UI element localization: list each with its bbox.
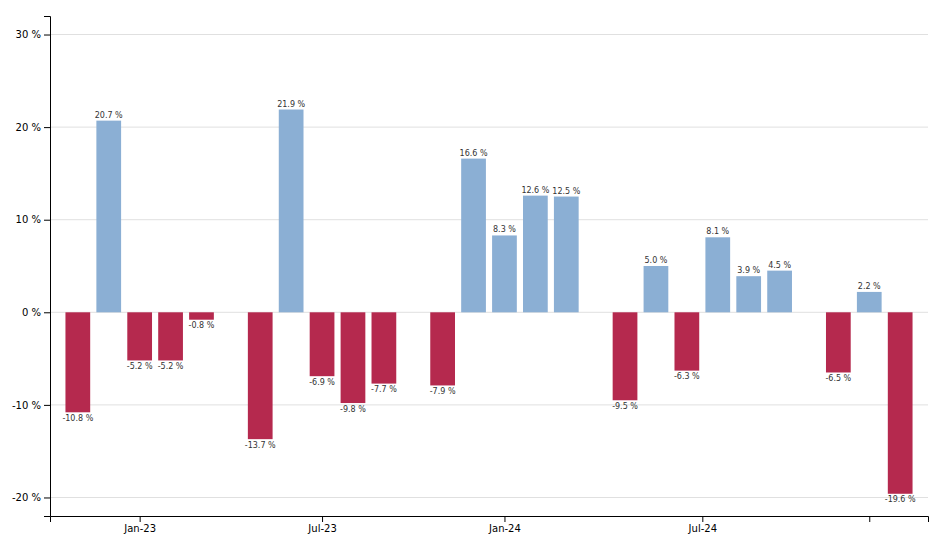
data-label: 8.3 % xyxy=(493,225,516,234)
y-tick-label: -20 % xyxy=(12,492,41,503)
bar xyxy=(767,271,792,313)
bar xyxy=(674,312,699,370)
data-label: -9.8 % xyxy=(340,405,366,414)
y-tick: 20 % xyxy=(16,122,50,133)
x-tick: Jul-23 xyxy=(307,516,336,534)
bar xyxy=(644,266,669,312)
x-tick-label: Jul-23 xyxy=(307,523,336,534)
data-label: -7.9 % xyxy=(430,387,456,396)
bar xyxy=(736,276,761,312)
data-label: 16.6 % xyxy=(460,149,488,158)
data-label: -9.5 % xyxy=(612,402,638,411)
bar xyxy=(554,197,579,313)
bar xyxy=(65,312,90,412)
x-tick: Jan-24 xyxy=(488,516,521,534)
x-tick: Jan-23 xyxy=(123,516,156,534)
data-label: 21.9 % xyxy=(277,100,305,109)
data-label: 4.5 % xyxy=(768,261,791,270)
bar xyxy=(705,237,730,312)
x-tick-mark xyxy=(322,516,323,522)
y-tick-label: -10 % xyxy=(12,400,41,411)
grid xyxy=(50,35,928,498)
x-tick-mark xyxy=(504,516,505,522)
x-tick-label: Jan-23 xyxy=(123,523,156,534)
data-label: -13.7 % xyxy=(245,441,276,450)
bar xyxy=(279,110,304,313)
data-label: -7.7 % xyxy=(371,385,397,394)
bar xyxy=(341,312,366,403)
grid-line xyxy=(50,127,928,128)
data-labels: -10.8 % 20.7 % -5.2 % -5.2 % -0.8 % -13.7 % 21… xyxy=(62,100,916,505)
data-label: 3.9 % xyxy=(737,266,760,275)
y-tick-label: 30 % xyxy=(16,29,41,40)
bars xyxy=(65,110,912,494)
data-label: -6.3 % xyxy=(674,372,700,381)
bar xyxy=(613,312,638,400)
y-tick-label: 0 % xyxy=(22,307,41,318)
bar xyxy=(857,292,882,312)
bar xyxy=(248,312,273,439)
y-tick-mark xyxy=(44,127,50,128)
data-label: 8.1 % xyxy=(706,227,729,236)
bar xyxy=(461,159,486,313)
data-label: -6.9 % xyxy=(309,378,335,387)
grid-line xyxy=(50,34,928,35)
x-tick-mark xyxy=(869,516,870,522)
chart: -20 %-10 %0 %10 %20 %30 %Jan-23Jul-23Jan… xyxy=(0,0,940,550)
bar xyxy=(127,312,152,360)
data-label: -5.2 % xyxy=(127,362,153,371)
y-tick-label: 20 % xyxy=(16,122,41,133)
y-tick-mark xyxy=(44,405,50,406)
bar xyxy=(158,312,183,360)
data-label: 20.7 % xyxy=(95,111,123,120)
data-label: -5.2 % xyxy=(158,362,184,371)
bar xyxy=(888,312,913,493)
data-label: 12.6 % xyxy=(521,186,549,195)
data-label: -10.8 % xyxy=(62,414,93,423)
y-tick-mark xyxy=(44,312,50,313)
grid-line xyxy=(50,219,928,220)
x-axis-line xyxy=(51,517,929,523)
bar xyxy=(96,121,121,313)
data-label: 12.5 % xyxy=(552,187,580,196)
data-label: 2.2 % xyxy=(858,282,881,291)
x-axis: Jan-23 Jul-23 Jan-24 Jul-24 xyxy=(51,516,929,534)
x-tick-mark xyxy=(140,516,141,522)
data-label: -19.6 % xyxy=(885,495,916,504)
data-label: -0.8 % xyxy=(189,321,215,330)
y-tick-label: 10 % xyxy=(16,214,41,225)
x-tick-label: Jul-24 xyxy=(688,523,717,534)
data-label: -6.5 % xyxy=(825,374,851,383)
y-tick-mark xyxy=(44,220,50,221)
x-tick xyxy=(869,516,870,522)
y-tick: -20 % xyxy=(12,492,50,503)
bar xyxy=(826,312,851,372)
x-tick: Jul-24 xyxy=(688,516,717,534)
y-tick: 30 % xyxy=(16,29,50,40)
bar xyxy=(372,312,397,383)
y-axis: -20 % -10 % 0 % 10 % 20 % 30 % xyxy=(12,17,51,517)
grid-line xyxy=(50,497,928,498)
y-tick: -10 % xyxy=(12,400,50,411)
bar xyxy=(189,312,214,319)
x-tick-label: Jan-24 xyxy=(488,523,521,534)
x-tick-mark xyxy=(702,516,703,522)
grid-line xyxy=(50,404,928,405)
y-tick: 0 % xyxy=(22,307,50,318)
y-tick: 10 % xyxy=(16,214,50,225)
y-axis-line xyxy=(44,17,51,517)
bar xyxy=(492,235,517,312)
y-tick-mark xyxy=(44,497,50,498)
data-label: 5.0 % xyxy=(645,256,668,265)
bar xyxy=(430,312,455,385)
y-tick-mark xyxy=(44,35,50,36)
plot: -20 %-10 %0 %10 %20 %30 %Jan-23Jul-23Jan… xyxy=(12,17,929,535)
bar xyxy=(310,312,335,376)
bar xyxy=(523,196,548,313)
